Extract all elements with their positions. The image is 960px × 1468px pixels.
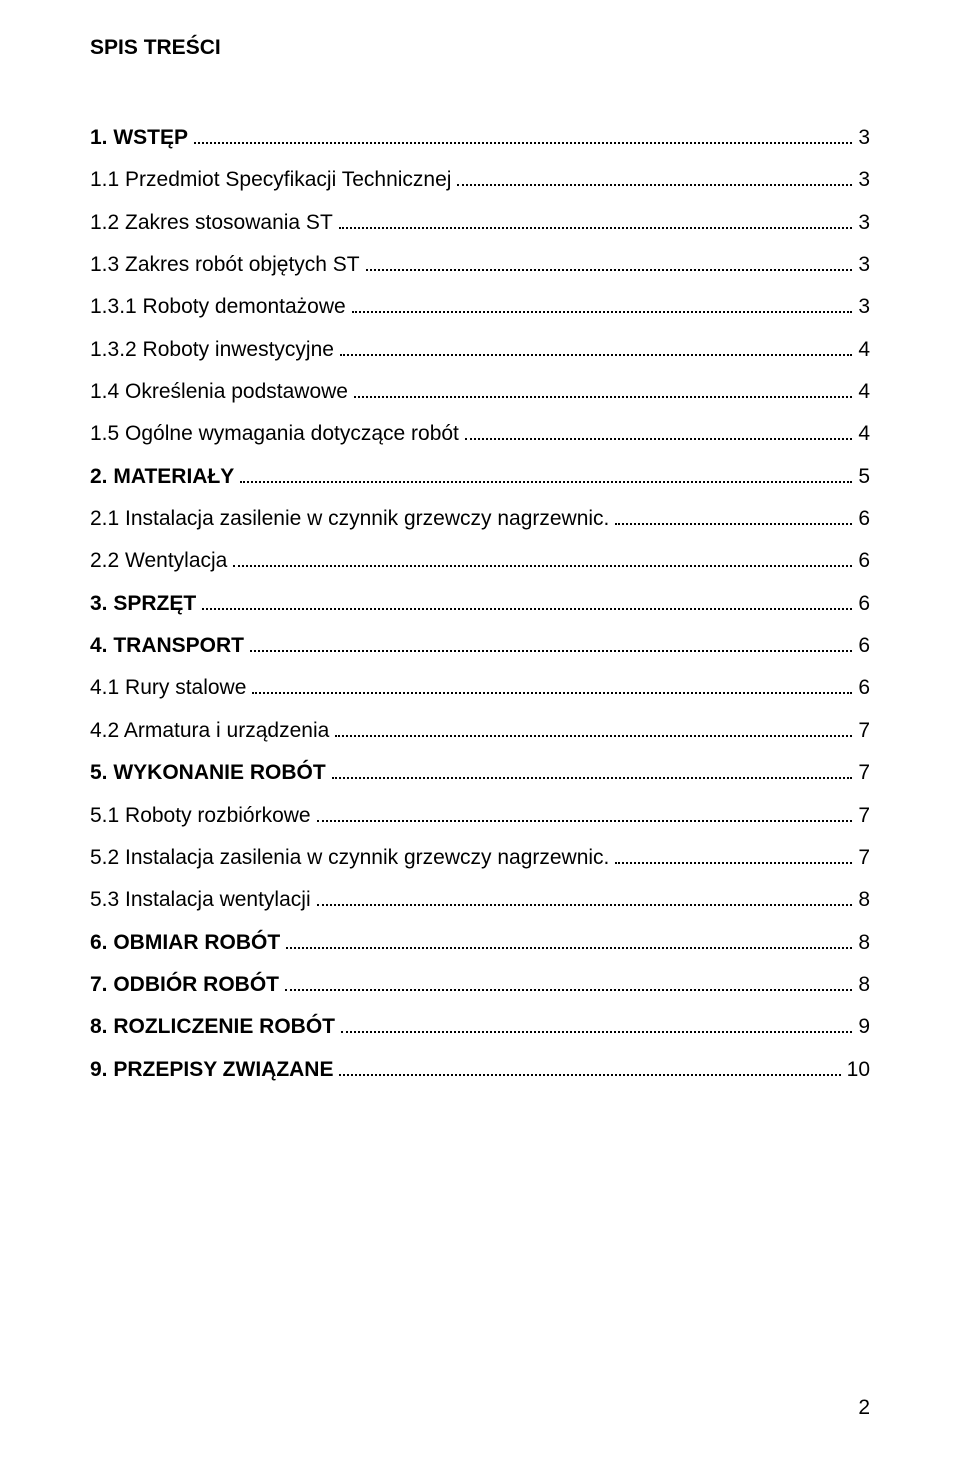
toc-entry: 2. MATERIAŁY 5 bbox=[90, 463, 870, 491]
toc-entry-label: 3. SPRZĘT bbox=[90, 590, 196, 618]
toc-entry-label: 1.3.1 Roboty demontażowe bbox=[90, 293, 346, 321]
toc-entry: 2.2 Wentylacja 6 bbox=[90, 547, 870, 575]
toc-entry-page: 3 bbox=[858, 251, 870, 279]
toc-leader-dots bbox=[339, 1074, 840, 1076]
toc-entry-label: 7. ODBIÓR ROBÓT bbox=[90, 971, 279, 999]
toc-leader-dots bbox=[317, 904, 853, 906]
toc-entry-label: 1.3 Zakres robót objętych ST bbox=[90, 251, 360, 279]
toc-entry: 1.5 Ogólne wymagania dotyczące robót 4 bbox=[90, 420, 870, 448]
toc-leader-dots bbox=[352, 311, 853, 313]
toc-leader-dots bbox=[341, 1031, 852, 1033]
toc-entry-page: 9 bbox=[858, 1013, 870, 1041]
toc-leader-dots bbox=[366, 269, 853, 271]
toc-entry-page: 4 bbox=[858, 336, 870, 364]
toc-entry-label: 5. WYKONANIE ROBÓT bbox=[90, 759, 326, 787]
toc-entry: 1.3.1 Roboty demontażowe 3 bbox=[90, 293, 870, 321]
toc-entry-label: 9. PRZEPISY ZWIĄZANE bbox=[90, 1056, 333, 1084]
toc-entry-page: 7 bbox=[858, 759, 870, 787]
toc-entry: 5. WYKONANIE ROBÓT 7 bbox=[90, 759, 870, 787]
toc-leader-dots bbox=[332, 777, 853, 779]
toc-entry-label: 1.1 Przedmiot Specyfikacji Technicznej bbox=[90, 166, 451, 194]
toc-entry-label: 5.3 Instalacja wentylacji bbox=[90, 886, 311, 914]
toc-leader-dots bbox=[354, 396, 852, 398]
toc-entry-page: 3 bbox=[858, 209, 870, 237]
toc-entry: 1.2 Zakres stosowania ST 3 bbox=[90, 209, 870, 237]
toc-leader-dots bbox=[615, 523, 852, 525]
toc-entry: 9. PRZEPISY ZWIĄZANE 10 bbox=[90, 1056, 870, 1084]
toc-entry-page: 5 bbox=[858, 463, 870, 491]
toc-entry: 1. WSTĘP 3 bbox=[90, 124, 870, 152]
toc-title: SPIS TREŚCI bbox=[90, 36, 870, 60]
toc-entry-label: 2. MATERIAŁY bbox=[90, 463, 234, 491]
toc-entry: 5.3 Instalacja wentylacji 8 bbox=[90, 886, 870, 914]
toc-entry: 6. OBMIAR ROBÓT 8 bbox=[90, 929, 870, 957]
toc-entry-page: 6 bbox=[858, 547, 870, 575]
toc-entry-page: 6 bbox=[858, 632, 870, 660]
toc-entry-page: 7 bbox=[858, 802, 870, 830]
toc-leader-dots bbox=[465, 438, 852, 440]
toc-entry-label: 1.5 Ogólne wymagania dotyczące robót bbox=[90, 420, 459, 448]
toc-entry-page: 3 bbox=[858, 124, 870, 152]
toc-entry-page: 4 bbox=[858, 378, 870, 406]
toc-entry-label: 8. ROZLICZENIE ROBÓT bbox=[90, 1013, 335, 1041]
toc-entry: 1.1 Przedmiot Specyfikacji Technicznej 3 bbox=[90, 166, 870, 194]
toc-leader-dots bbox=[194, 142, 852, 144]
toc-leader-dots bbox=[285, 989, 852, 991]
toc-entry: 4.2 Armatura i urządzenia 7 bbox=[90, 717, 870, 745]
toc-entry: 1.3.2 Roboty inwestycyjne 4 bbox=[90, 336, 870, 364]
toc-entry: 4.1 Rury stalowe 6 bbox=[90, 674, 870, 702]
toc-entry-page: 3 bbox=[858, 293, 870, 321]
toc-leader-dots bbox=[335, 735, 852, 737]
toc-list: 1. WSTĘP31.1 Przedmiot Specyfikacji Tech… bbox=[90, 124, 870, 1084]
toc-entry-label: 4. TRANSPORT bbox=[90, 632, 244, 660]
toc-entry: 1.4 Określenia podstawowe 4 bbox=[90, 378, 870, 406]
toc-entry-page: 8 bbox=[858, 886, 870, 914]
toc-entry-label: 5.2 Instalacja zasilenia w czynnik grzew… bbox=[90, 844, 609, 872]
toc-leader-dots bbox=[202, 608, 852, 610]
toc-entry-label: 1.3.2 Roboty inwestycyjne bbox=[90, 336, 334, 364]
toc-entry-page: 8 bbox=[858, 971, 870, 999]
toc-entry-page: 6 bbox=[858, 674, 870, 702]
toc-entry: 2.1 Instalacja zasilenie w czynnik grzew… bbox=[90, 505, 870, 533]
toc-entry-label: 6. OBMIAR ROBÓT bbox=[90, 929, 280, 957]
toc-leader-dots bbox=[233, 565, 852, 567]
toc-entry: 7. ODBIÓR ROBÓT 8 bbox=[90, 971, 870, 999]
page-number: 2 bbox=[858, 1396, 870, 1420]
toc-entry: 1.3 Zakres robót objętych ST 3 bbox=[90, 251, 870, 279]
toc-entry-label: 2.2 Wentylacja bbox=[90, 547, 227, 575]
toc-entry-label: 2.1 Instalacja zasilenie w czynnik grzew… bbox=[90, 505, 609, 533]
toc-entry-label: 1. WSTĘP bbox=[90, 124, 188, 152]
toc-entry-page: 7 bbox=[858, 717, 870, 745]
toc-entry-page: 6 bbox=[858, 505, 870, 533]
toc-leader-dots bbox=[339, 227, 853, 229]
toc-entry-label: 1.4 Określenia podstawowe bbox=[90, 378, 348, 406]
toc-leader-dots bbox=[340, 354, 852, 356]
toc-entry-label: 4.2 Armatura i urządzenia bbox=[90, 717, 329, 745]
toc-entry-page: 8 bbox=[858, 929, 870, 957]
toc-leader-dots bbox=[615, 862, 852, 864]
toc-leader-dots bbox=[250, 650, 852, 652]
toc-entry: 8. ROZLICZENIE ROBÓT 9 bbox=[90, 1013, 870, 1041]
toc-entry: 4. TRANSPORT 6 bbox=[90, 632, 870, 660]
toc-entry: 3. SPRZĘT 6 bbox=[90, 590, 870, 618]
toc-entry-label: 4.1 Rury stalowe bbox=[90, 674, 246, 702]
toc-entry: 5.1 Roboty rozbiórkowe 7 bbox=[90, 802, 870, 830]
toc-entry-page: 6 bbox=[858, 590, 870, 618]
toc-entry-page: 3 bbox=[858, 166, 870, 194]
toc-entry-page: 7 bbox=[858, 844, 870, 872]
toc-leader-dots bbox=[286, 947, 852, 949]
toc-entry-page: 4 bbox=[858, 420, 870, 448]
toc-leader-dots bbox=[252, 692, 852, 694]
toc-entry-label: 5.1 Roboty rozbiórkowe bbox=[90, 802, 311, 830]
toc-leader-dots bbox=[317, 820, 853, 822]
toc-entry-label: 1.2 Zakres stosowania ST bbox=[90, 209, 333, 237]
page: SPIS TREŚCI 1. WSTĘP31.1 Przedmiot Specy… bbox=[0, 0, 960, 1468]
toc-leader-dots bbox=[240, 481, 852, 483]
toc-entry: 5.2 Instalacja zasilenia w czynnik grzew… bbox=[90, 844, 870, 872]
toc-entry-page: 10 bbox=[847, 1056, 870, 1084]
toc-leader-dots bbox=[457, 184, 852, 186]
